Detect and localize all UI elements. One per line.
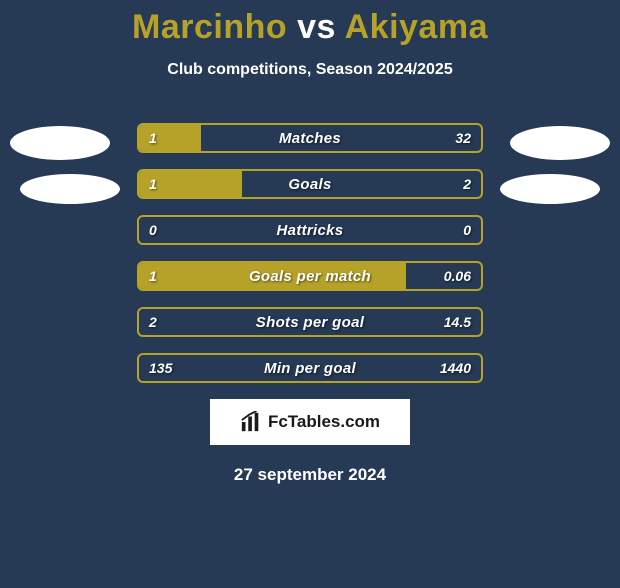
- stat-label: Matches: [139, 125, 481, 151]
- brand-badge: FcTables.com: [210, 399, 410, 445]
- stat-label: Goals per match: [139, 263, 481, 289]
- stat-row: 135Min per goal1440: [137, 353, 483, 383]
- player2-badge-1: [510, 126, 610, 160]
- stat-row: 1Matches32: [137, 123, 483, 153]
- stat-row: 1Goals per match0.06: [137, 261, 483, 291]
- comparison-section: 1Matches32 1Goals2 0Hattricks0 1Goals per m…: [0, 123, 620, 383]
- player2-badge-2: [500, 174, 600, 204]
- stat-value-right: 1440: [440, 355, 471, 381]
- stat-label: Shots per goal: [139, 309, 481, 335]
- player1-badge-1: [10, 126, 110, 160]
- player1-badge-2: [20, 174, 120, 204]
- player2-name: Akiyama: [345, 8, 488, 46]
- vs-separator: vs: [297, 8, 336, 46]
- stat-value-right: 2: [463, 171, 471, 197]
- stat-value-right: 14.5: [444, 309, 471, 335]
- stat-row: 0Hattricks0: [137, 215, 483, 245]
- comparison-bars: 1Matches32 1Goals2 0Hattricks0 1Goals per m…: [137, 123, 483, 383]
- stat-value-right: 0.06: [444, 263, 471, 289]
- stat-label: Hattricks: [139, 217, 481, 243]
- stat-row: 2Shots per goal14.5: [137, 307, 483, 337]
- date-label: 27 september 2024: [0, 465, 620, 485]
- stat-value-right: 32: [455, 125, 471, 151]
- stat-value-right: 0: [463, 217, 471, 243]
- stat-label: Min per goal: [139, 355, 481, 381]
- player1-name: Marcinho: [132, 8, 287, 46]
- bar-chart-icon: [240, 411, 262, 433]
- stat-row: 1Goals2: [137, 169, 483, 199]
- stat-label: Goals: [139, 171, 481, 197]
- subtitle: Club competitions, Season 2024/2025: [0, 61, 620, 79]
- brand-text: FcTables.com: [268, 412, 380, 432]
- page-title: Marcinho vs Akiyama: [0, 8, 620, 47]
